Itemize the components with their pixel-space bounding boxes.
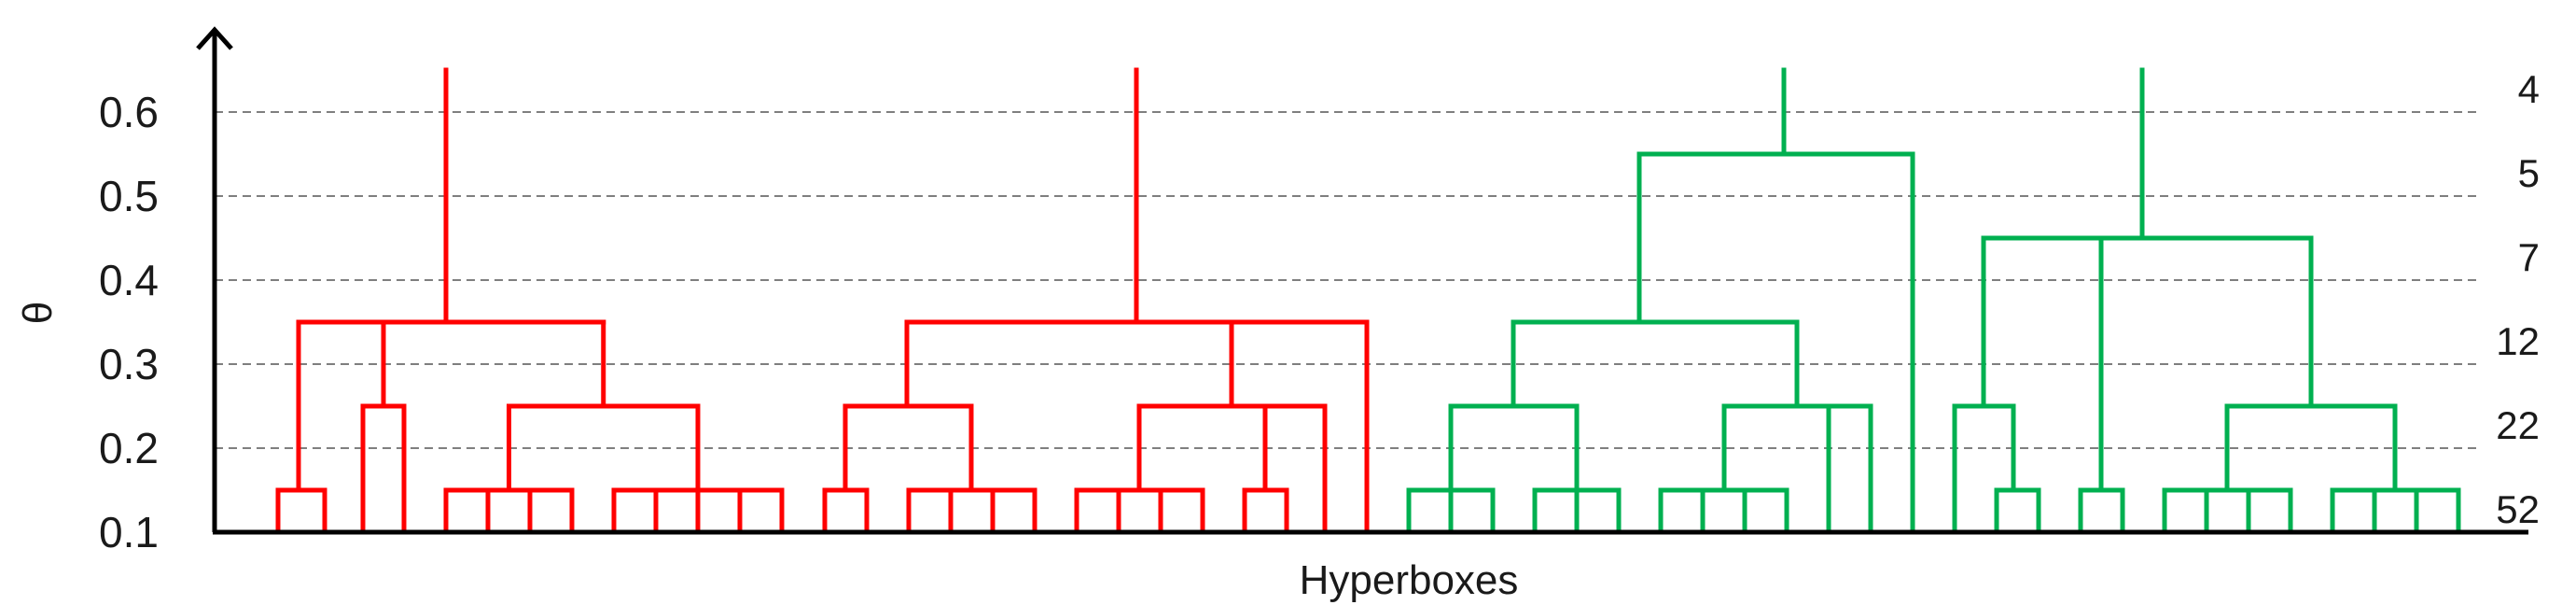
- y-tick-label: 0.4: [99, 256, 159, 304]
- y-tick-label: 0.1: [99, 508, 159, 556]
- cluster-count-label: 22: [2496, 403, 2540, 447]
- y-tick-labels: 0.1 0.2 0.3 0.4 0.5 0.6: [99, 88, 159, 556]
- cluster-count-label: 4: [2518, 67, 2540, 111]
- y-axis-arrow-icon: [196, 26, 233, 50]
- cluster-count-label: 52: [2496, 487, 2540, 531]
- dendrogram-tree: [275, 67, 2461, 535]
- axes: [196, 26, 2528, 535]
- y-tick-label: 0.3: [99, 340, 159, 388]
- y-tick-label: 0.6: [99, 88, 159, 136]
- y-axis-label: θ: [15, 302, 61, 324]
- y-tick-label: 0.2: [99, 424, 159, 472]
- grid-lines: [215, 111, 2482, 449]
- cluster-count-label: 7: [2518, 235, 2540, 279]
- y-tick-label: 0.5: [99, 172, 159, 220]
- x-axis-label: Hyperboxes: [1300, 557, 1519, 603]
- cluster-count-labels: 4 5 7 12 22 52: [2496, 67, 2540, 531]
- cluster-count-label: 5: [2518, 151, 2540, 195]
- cluster-count-label: 12: [2496, 319, 2540, 363]
